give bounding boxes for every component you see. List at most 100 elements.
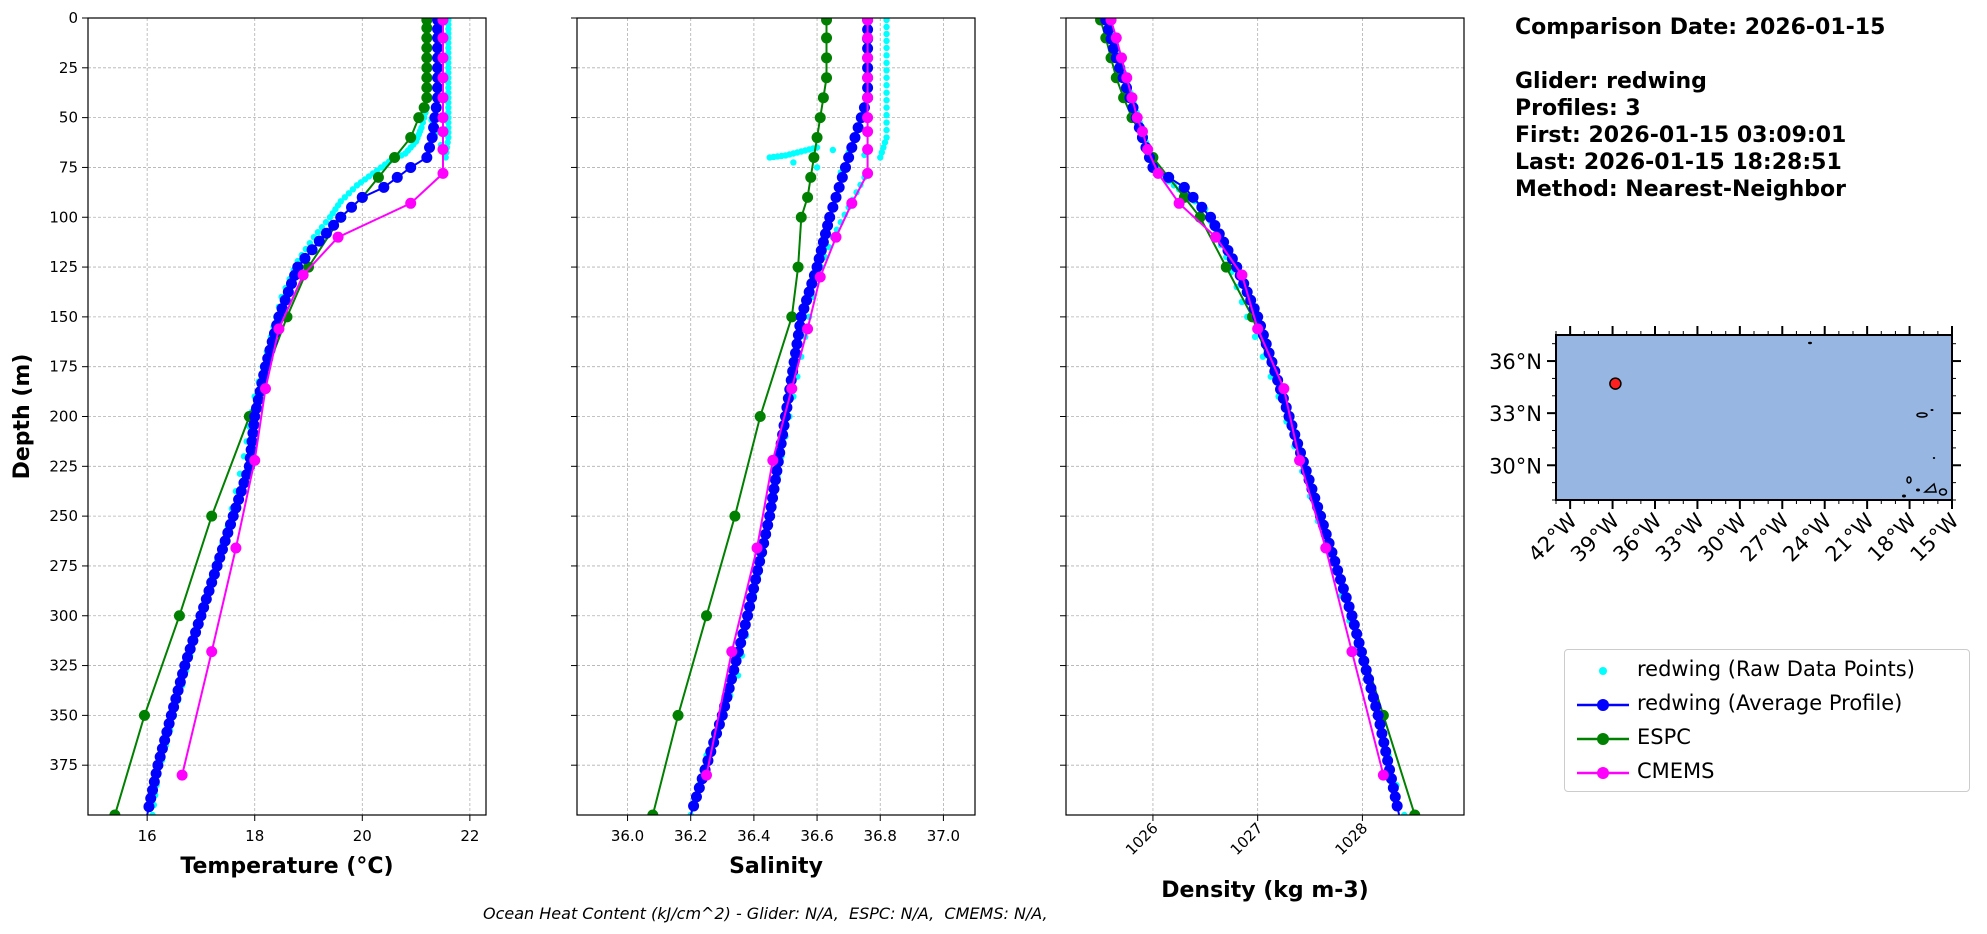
data-point <box>762 519 774 531</box>
data-point <box>672 709 684 721</box>
data-point <box>281 311 293 323</box>
data-point <box>693 782 705 794</box>
data-point <box>739 619 751 631</box>
data-point <box>437 18 449 26</box>
data-point <box>751 542 763 554</box>
x-axis-label: Temperature (°C) <box>180 854 393 879</box>
panel-1: 0 25 50 75 100 125 150 175 200 225 250 275 300 325 350… <box>10 9 487 879</box>
data-point <box>862 92 874 104</box>
data-point <box>883 52 890 59</box>
data-point <box>827 201 839 213</box>
data-point <box>744 601 756 613</box>
axes-frame <box>576 17 976 816</box>
data-point <box>378 181 390 193</box>
y-axis-label: Depth (m) <box>10 354 35 480</box>
data-point <box>1382 755 1394 767</box>
map-lat-label: 36°N <box>1489 350 1542 374</box>
data-point <box>1380 746 1392 758</box>
data-point <box>206 646 218 658</box>
y-tick-label: 150 <box>49 308 78 326</box>
map-lat-label: 30°N <box>1489 454 1542 478</box>
data-point <box>862 167 874 179</box>
data-point <box>701 769 713 781</box>
data-point <box>883 30 890 38</box>
data-point <box>285 278 297 290</box>
data-point <box>802 147 809 154</box>
y-tick-label: 325 <box>49 657 78 675</box>
data-point <box>839 161 851 173</box>
data-point <box>432 62 444 74</box>
data-point <box>251 402 263 414</box>
data-point <box>203 585 215 597</box>
data-point <box>830 231 842 243</box>
data-point <box>432 42 444 54</box>
data-point <box>154 751 166 763</box>
legend-item-cmems: CMEMS <box>1565 757 1969 787</box>
x-tick-label: 36.8 <box>864 827 897 845</box>
data-point <box>802 191 814 203</box>
data-point <box>767 492 779 504</box>
data-point <box>1335 574 1347 586</box>
data-point <box>1367 691 1379 703</box>
data-point <box>1377 769 1389 781</box>
y-tick-label: 175 <box>49 358 78 376</box>
data-point <box>1346 646 1358 658</box>
series-line <box>689 20 869 815</box>
data-point <box>862 112 874 124</box>
data-point <box>190 626 202 638</box>
data-point <box>279 294 291 306</box>
data-point <box>774 447 786 459</box>
data-point <box>245 444 257 456</box>
plot-area <box>647 18 890 815</box>
series-espc <box>109 18 433 815</box>
data-point <box>824 211 836 223</box>
data-point <box>429 112 441 124</box>
profile-panels: 0 25 50 75 100 125 150 175 200 225 250 275 300 325 350… <box>10 9 1465 903</box>
data-point <box>752 564 764 576</box>
panel-3: 1026 1027 1028 Density (kg m-3) <box>1060 17 1465 903</box>
legend-label: redwing (Average Profile) <box>1637 691 1903 715</box>
data-point <box>1320 542 1332 554</box>
data-point <box>817 92 829 104</box>
x-tick-label: 20 <box>353 827 372 845</box>
series-line <box>1104 19 1401 815</box>
data-point <box>1294 454 1306 466</box>
data-point <box>1205 211 1217 223</box>
data-point <box>372 171 384 183</box>
data-point <box>1152 167 1164 179</box>
data-point <box>356 191 368 203</box>
data-point <box>721 691 733 703</box>
data-point <box>149 811 156 815</box>
data-point <box>1222 244 1234 256</box>
data-point <box>273 323 285 335</box>
series-cmems <box>1105 18 1389 781</box>
y-tick-label: 350 <box>49 706 78 724</box>
data-point <box>445 134 452 141</box>
data-point <box>1108 42 1120 54</box>
data-point <box>815 244 827 256</box>
data-point <box>173 610 185 622</box>
data-point <box>1355 646 1367 658</box>
data-point <box>314 228 322 236</box>
data-point <box>688 800 700 812</box>
data-point <box>768 483 780 495</box>
data-point <box>313 235 325 247</box>
data-point <box>881 139 889 146</box>
data-point <box>1251 333 1259 340</box>
panel-2: 36.0 36.2 36.4 36.6 36.8 37.0 Salinity <box>571 17 976 879</box>
data-point <box>192 618 204 630</box>
legend-marker-raw <box>1599 667 1607 675</box>
data-point <box>1110 32 1122 44</box>
data-point <box>109 809 121 815</box>
data-point <box>1376 727 1388 739</box>
data-point <box>437 144 449 156</box>
ocean <box>1555 334 1953 501</box>
y-tick-label: 250 <box>49 507 78 525</box>
data-point <box>1163 171 1175 183</box>
data-point <box>421 22 433 34</box>
data-point <box>883 96 890 104</box>
data-point <box>432 82 444 94</box>
data-point <box>862 52 874 64</box>
data-point <box>219 535 231 547</box>
data-point <box>821 52 833 64</box>
